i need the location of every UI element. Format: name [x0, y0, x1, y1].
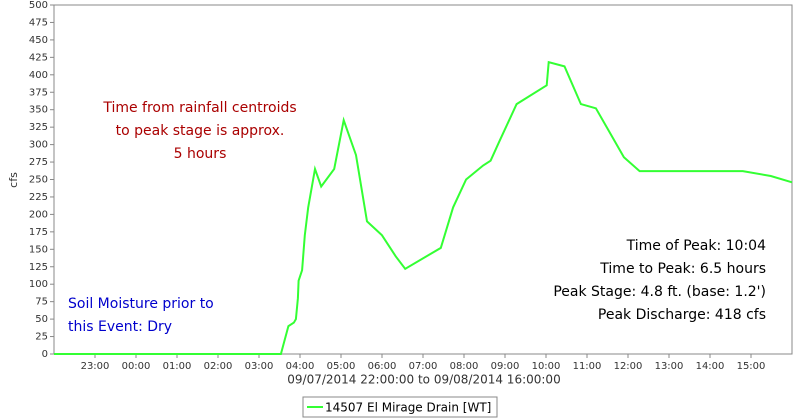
x-tick-label: 08:00 — [450, 361, 479, 372]
x-tick-label: 11:00 — [573, 361, 602, 372]
y-tick-label: 225 — [29, 192, 48, 203]
y-tick-label: 275 — [29, 157, 48, 168]
legend-box — [302, 396, 498, 418]
x-tick-label: 06:00 — [368, 361, 397, 372]
y-tick-label: 450 — [29, 35, 48, 46]
y-tick-label: 375 — [29, 87, 48, 98]
y-tick-label: 475 — [29, 17, 48, 28]
x-tick-label: 07:00 — [409, 361, 438, 372]
x-tick-label: 05:00 — [327, 361, 356, 372]
y-tick-label: 500 — [29, 0, 48, 11]
y-tick-label: 425 — [29, 52, 48, 63]
y-tick-label: 175 — [29, 227, 48, 238]
x-tick-label: 04:00 — [286, 361, 315, 372]
x-tick-label: 09:00 — [491, 361, 520, 372]
y-axis-label: cfs — [7, 172, 20, 188]
annotation: Time to Peak: 6.5 hours — [599, 261, 766, 277]
x-tick-label: 01:00 — [163, 361, 192, 372]
x-tick-label: 13:00 — [655, 361, 684, 372]
y-tick-label: 325 — [29, 122, 48, 133]
y-tick-label: 100 — [29, 279, 48, 290]
x-tick-label: 23:00 — [81, 361, 110, 372]
x-tick-label: 02:00 — [204, 361, 233, 372]
annotation: 5 hours — [174, 146, 227, 162]
annotation: Time of Peak: 10:04 — [626, 238, 767, 254]
y-tick-label: 350 — [29, 105, 48, 116]
y-tick-label: 25 — [35, 332, 48, 343]
x-axis-label: 09/07/2014 22:00:00 to 09/08/2014 16:00:… — [287, 373, 560, 387]
x-tick-label: 14:00 — [696, 361, 725, 372]
x-tick-label: 03:00 — [245, 361, 274, 372]
annotation: Peak Discharge: 418 cfs — [598, 307, 766, 323]
x-tick-label: 10:00 — [532, 361, 561, 372]
annotation: Peak Stage: 4.8 ft. (base: 1.2') — [553, 284, 766, 300]
annotation: Time from rainfall centroids — [102, 100, 296, 116]
y-tick-label: 150 — [29, 244, 48, 255]
annotation: to peak stage is approx. — [116, 123, 285, 139]
y-tick-label: 75 — [35, 297, 48, 308]
y-tick-label: 200 — [29, 209, 48, 220]
y-tick-label: 250 — [29, 175, 48, 186]
x-tick-label: 15:00 — [737, 361, 766, 372]
y-tick-label: 300 — [29, 140, 48, 151]
x-tick-label: 00:00 — [122, 361, 151, 372]
x-tick-label: 12:00 — [614, 361, 643, 372]
y-tick-label: 0 — [42, 349, 48, 360]
legend-label: 14507 El Mirage Drain [WT] — [325, 401, 491, 415]
y-tick-label: 125 — [29, 262, 48, 273]
y-tick-label: 400 — [29, 70, 48, 81]
annotation: this Event: Dry — [68, 319, 172, 335]
annotation: Soil Moisture prior to — [68, 296, 214, 312]
data-line — [54, 60, 793, 355]
y-tick-label: 50 — [35, 314, 48, 325]
